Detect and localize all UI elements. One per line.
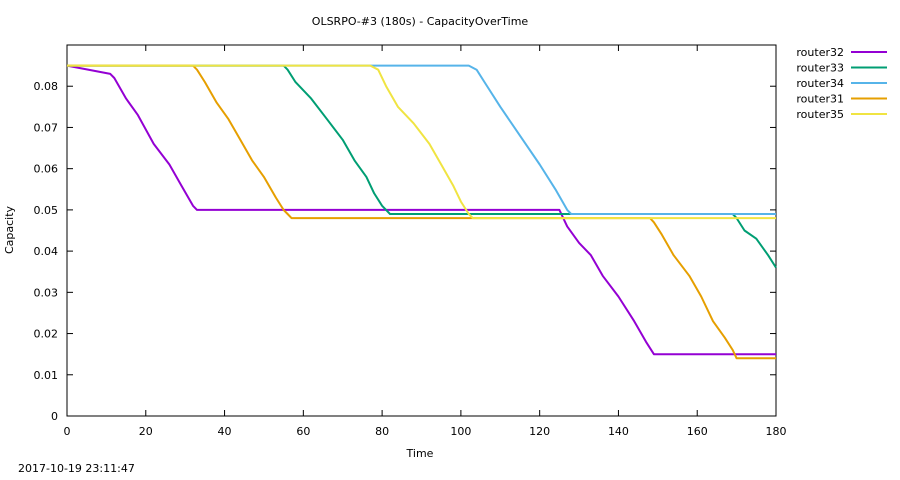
x-tick-label: 0: [64, 425, 71, 438]
legend-label-router33: router33: [796, 62, 844, 75]
y-tick-label: 0.08: [34, 80, 59, 93]
x-tick-label: 180: [766, 425, 787, 438]
y-tick-label: 0.01: [34, 369, 59, 382]
x-tick-label: 100: [450, 425, 471, 438]
y-tick-label: 0.02: [34, 328, 59, 341]
series-line-router32: [66, 64, 776, 356]
y-tick-label: 0.04: [34, 245, 59, 258]
legend: router32 router33 router34 router31 router35: [796, 46, 887, 121]
legend-label-router35: router35: [796, 108, 844, 121]
series-line-router34: [67, 64, 776, 215]
x-tick-label: 40: [218, 425, 232, 438]
x-axis-label: Time: [406, 447, 434, 460]
y-tick-label: 0.03: [34, 286, 59, 299]
x-tick-label: 20: [139, 425, 153, 438]
plot-frame: [66, 44, 777, 417]
legend-label-router32: router32: [796, 46, 844, 59]
x-tick-label: 80: [375, 425, 389, 438]
legend-label-router31: router31: [796, 93, 844, 106]
legend-label-router34: router34: [796, 77, 844, 90]
series-layer: [66, 64, 777, 360]
y-tick-label: 0.05: [34, 204, 59, 217]
timestamp: 2017-10-19 23:11:47: [18, 462, 135, 475]
y-tick-label: 0.07: [34, 121, 59, 134]
tick-layer: 0 20 40 60 80 100 120 140 160 180 0 0.01 0.02 0.03 0.0…: [34, 45, 787, 438]
series-line-router33: [67, 64, 777, 269]
y-axis-label: Capacity: [3, 205, 16, 254]
y-tick-label: 0.06: [34, 163, 59, 176]
y-tick-label: 0: [51, 410, 58, 423]
series-line-router35: [67, 64, 776, 220]
x-tick-label: 60: [296, 425, 310, 438]
x-tick-label: 120: [529, 425, 550, 438]
x-tick-label: 160: [687, 425, 708, 438]
chart-title: OLSRPO-#3 (180s) - CapacityOverTime: [312, 15, 529, 28]
series-line-router31: [67, 64, 776, 360]
x-tick-label: 140: [608, 425, 629, 438]
